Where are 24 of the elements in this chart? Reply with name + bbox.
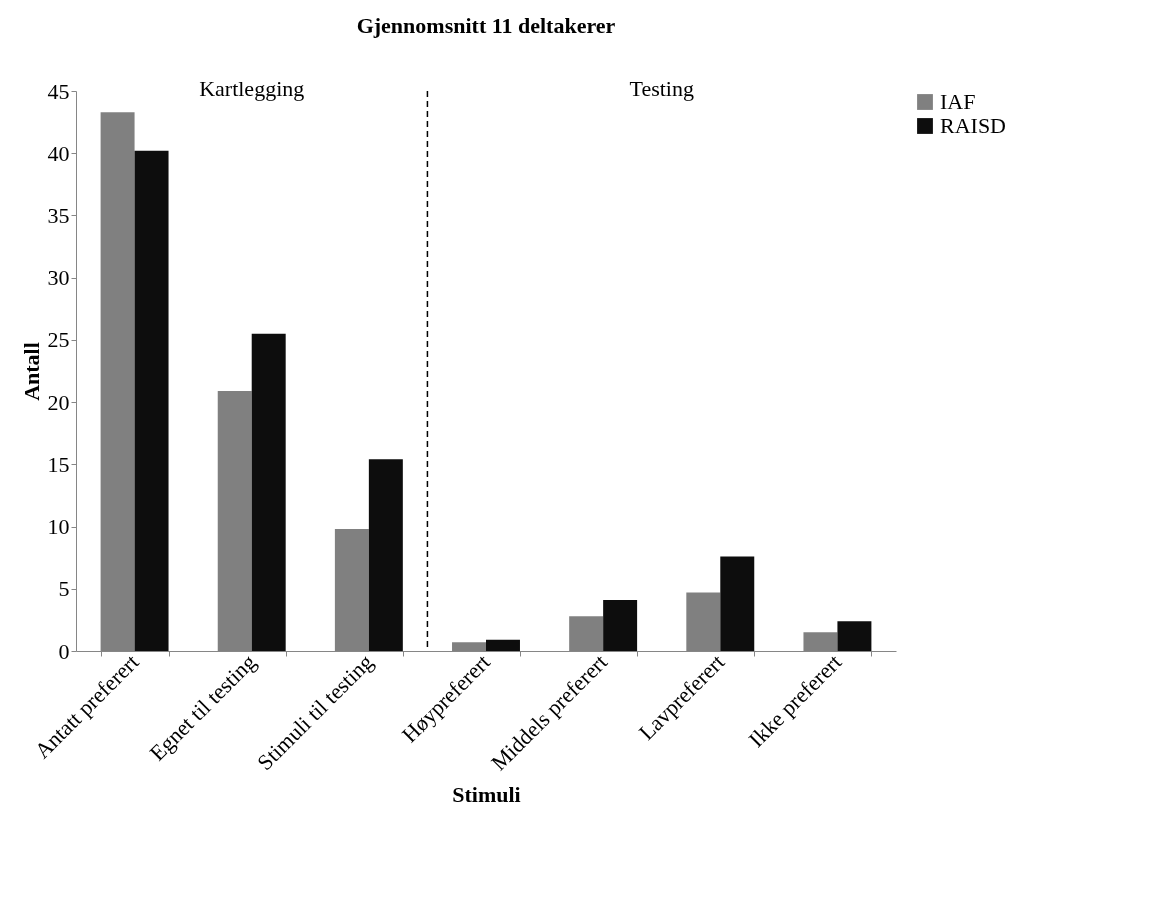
legend-label: IAF bbox=[940, 89, 976, 114]
y-tick-label: 20 bbox=[47, 389, 70, 415]
bar bbox=[134, 150, 169, 651]
bar bbox=[368, 459, 403, 651]
y-tick-label: 45 bbox=[47, 78, 70, 104]
chart-title: Gjennomsnitt 11 deltakerer bbox=[356, 13, 616, 38]
bar bbox=[251, 333, 286, 651]
bar bbox=[486, 639, 520, 651]
y-tick-label: 35 bbox=[47, 202, 70, 228]
y-tick-label: 0 bbox=[58, 638, 70, 664]
y-tick-label: 30 bbox=[47, 265, 70, 291]
x-axis-title: Stimuli bbox=[452, 781, 521, 807]
y-tick-label: 15 bbox=[47, 451, 70, 477]
y-tick-label: 40 bbox=[47, 140, 70, 166]
y-tick-label: 25 bbox=[47, 327, 70, 353]
y-tick-label: 5 bbox=[58, 576, 70, 602]
bar bbox=[837, 621, 872, 651]
annotation: Testing bbox=[629, 76, 694, 101]
legend-label: RAISD bbox=[940, 113, 1007, 138]
bar bbox=[603, 599, 638, 651]
y-axis-title: Antall bbox=[18, 342, 44, 401]
annotation: Kartlegging bbox=[199, 76, 305, 101]
bar bbox=[720, 556, 755, 651]
y-tick-label: 10 bbox=[47, 514, 70, 540]
